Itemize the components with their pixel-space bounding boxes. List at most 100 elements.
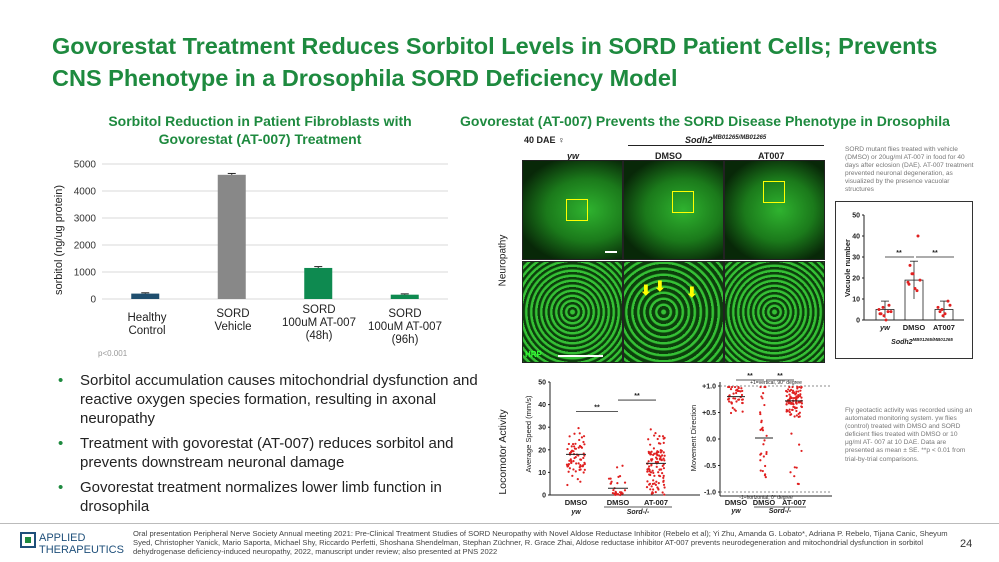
- y-tick-label: 0: [542, 493, 546, 500]
- x-tick-label: DMSO: [725, 498, 748, 507]
- y-tick-label: 5000: [74, 160, 97, 171]
- data-point: [948, 303, 952, 307]
- y-tick-label: 0: [90, 295, 96, 306]
- data-point: [789, 471, 792, 474]
- data-point: [653, 434, 656, 437]
- data-point: [941, 314, 945, 318]
- data-point: [938, 310, 942, 314]
- data-point: [654, 491, 657, 494]
- data-point: [741, 410, 744, 413]
- y-tick-label: 50: [538, 380, 546, 387]
- data-point: [795, 414, 798, 417]
- y-tick-label: 1000: [74, 268, 97, 279]
- data-point: [760, 420, 763, 424]
- y-tick-label: 40: [852, 234, 860, 241]
- data-point: [737, 389, 741, 393]
- x-label-healthy: Healthy Control: [128, 312, 167, 337]
- data-point: [661, 491, 664, 494]
- data-point: [576, 478, 579, 481]
- x-group-label: Sord-/-: [769, 508, 792, 515]
- data-point: [759, 412, 762, 416]
- data-point: [728, 400, 731, 403]
- data-point: [794, 392, 798, 395]
- data-point: [793, 415, 796, 418]
- data-point: [568, 452, 572, 455]
- data-point: [763, 403, 766, 407]
- genotype-label: Sodh2MB01265/MB01265: [685, 135, 767, 145]
- data-point: [761, 469, 764, 473]
- x-tick-label: DMSO: [565, 498, 588, 507]
- data-point: [918, 278, 922, 282]
- data-point: [760, 427, 763, 431]
- data-point: [654, 432, 657, 435]
- data-point: [785, 389, 788, 393]
- note-top: SORD mutant flies treated with vehicle (…: [845, 146, 974, 194]
- genotype-underline: [628, 145, 824, 146]
- data-point: [730, 402, 733, 405]
- data-point: [946, 299, 950, 303]
- data-point: [575, 462, 578, 465]
- data-point: [741, 398, 744, 401]
- data-point: [646, 480, 649, 483]
- data-point: [735, 391, 738, 395]
- x-label-sord-96h: SORD 100uM AT-007 (96h): [368, 308, 442, 346]
- data-point: [793, 466, 796, 469]
- data-point: [570, 461, 573, 465]
- data-point: [655, 452, 658, 455]
- y-tick-label: 30: [538, 425, 546, 432]
- data-point: [797, 401, 801, 404]
- data-point: [797, 415, 800, 418]
- speed-chart: Average Speed (mm/s) 0 10 20 30 40 50 DMSO DMSO…: [524, 380, 700, 516]
- data-point: [734, 409, 737, 412]
- data-point: [650, 485, 653, 488]
- data-point: [878, 312, 882, 316]
- data-point: [577, 454, 580, 457]
- data-point: [907, 282, 911, 286]
- data-point: [791, 389, 795, 392]
- data-point: [661, 435, 665, 438]
- data-point: [790, 388, 793, 391]
- locomotor-label: Locomotor Activity: [497, 409, 509, 495]
- bullet-list: Sorbitol accumulation causes mitochondri…: [58, 371, 478, 522]
- data-point: [578, 466, 581, 469]
- annotation-label: -1=horizontal, 0° degree: [739, 495, 793, 501]
- data-point: [646, 470, 649, 473]
- data-point: [572, 468, 575, 471]
- data-point: [798, 443, 801, 446]
- data-point: [658, 454, 661, 457]
- data-point: [652, 488, 655, 491]
- y-tick-label: 20: [538, 447, 546, 454]
- data-point: [578, 444, 582, 448]
- company-logo-icon: [20, 532, 36, 548]
- y-tick-label: 4000: [74, 187, 97, 198]
- data-point: [611, 491, 614, 495]
- data-point: [582, 464, 585, 467]
- data-point: [662, 463, 665, 466]
- data-point: [570, 445, 573, 448]
- data-point: [568, 435, 571, 438]
- data-point: [649, 451, 652, 454]
- data-point: [612, 488, 615, 492]
- data-point: [735, 400, 738, 403]
- data-point: [913, 287, 917, 290]
- data-point: [881, 305, 885, 309]
- x-tick-label: DMSO: [607, 498, 630, 507]
- vacuole-chart: Vacuole number 0 10 20 30 40 50 yw DMSO AT007 ** *…: [843, 213, 964, 346]
- data-point: [790, 396, 793, 400]
- data-point: [662, 451, 665, 454]
- col-dmso-label: DMSO: [655, 151, 682, 161]
- data-point: [788, 385, 791, 389]
- data-point: [798, 411, 801, 414]
- data-point: [660, 459, 663, 462]
- data-point: [623, 489, 627, 492]
- y-tick-label: 10: [538, 470, 546, 477]
- scale-bar: [558, 355, 603, 357]
- significance-label: **: [634, 393, 640, 400]
- data-point: [660, 449, 663, 452]
- direction-chart: Movement Direction +1.0 +0.5 0.0 -0.5 -1.0 +1…: [689, 373, 832, 515]
- data-point: [658, 435, 661, 438]
- data-point: [764, 476, 767, 479]
- data-point: [658, 475, 662, 478]
- data-point: [733, 385, 737, 389]
- data-point: [793, 475, 796, 478]
